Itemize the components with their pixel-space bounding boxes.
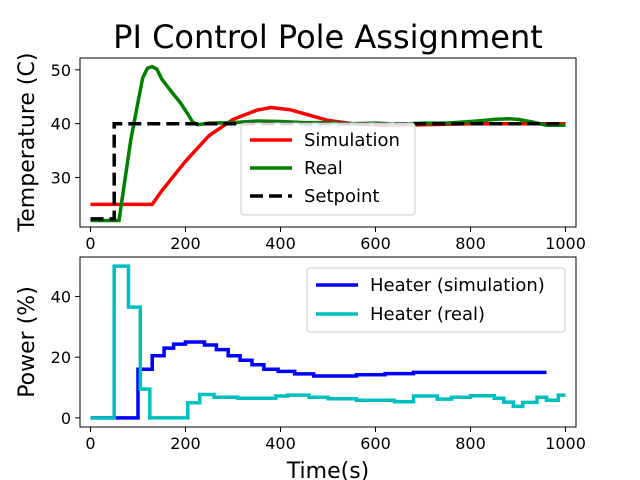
x-tick-label: 1000 <box>545 434 586 453</box>
x-tick-label: 800 <box>455 434 486 453</box>
legend-entry-label: Heater (real) <box>370 304 485 325</box>
chart-title: PI Control Pole Assignment <box>113 18 543 56</box>
legend-entry-label: Real <box>304 158 343 179</box>
temperature-x-ticks: 0 200 400 600 800 1000 <box>85 227 586 253</box>
y-tick-label: 40 <box>51 115 71 134</box>
temperature-legend: Simulation Real Setpoint <box>240 122 416 216</box>
y-tick-label: 0 <box>61 409 71 428</box>
y-tick-label: 20 <box>51 348 71 367</box>
x-tick-label: 400 <box>265 234 296 253</box>
legend-box <box>240 122 416 216</box>
temperature-y-ticks: 30 40 50 <box>51 61 80 187</box>
temperature-y-axis-label: Temperature (C) <box>15 53 40 233</box>
x-tick-label: 600 <box>360 434 391 453</box>
series-line-heater-real <box>90 264 566 420</box>
power-panel: 0 200 400 600 800 1000 0 20 40 Power (%) Time(s… <box>15 256 586 480</box>
y-tick-label: 50 <box>51 61 71 80</box>
power-y-axis-label: Power (%) <box>15 286 40 398</box>
time-x-axis-label: Time(s) <box>286 459 369 480</box>
x-tick-label: 1000 <box>545 234 586 253</box>
power-x-ticks: 0 200 400 600 800 1000 <box>85 427 586 453</box>
y-tick-label: 30 <box>51 168 71 187</box>
x-tick-label: 400 <box>265 434 296 453</box>
legend-entry-label: Heater (simulation) <box>370 275 545 296</box>
power-series-group <box>90 264 566 420</box>
temperature-axes-frame <box>79 57 577 228</box>
power-legend: Heater (simulation) Heater (real) <box>306 267 566 333</box>
legend-box <box>306 267 566 333</box>
y-tick-label: 40 <box>51 287 71 306</box>
power-y-ticks: 0 20 40 <box>51 287 80 428</box>
legend-entry-label: Setpoint <box>304 186 379 207</box>
series-line-heater-simulation <box>90 340 547 420</box>
temperature-panel: 0 200 400 600 800 1000 30 40 50 Temperature (C)… <box>15 53 586 253</box>
legend-entry-label: Simulation <box>304 130 400 151</box>
x-tick-label: 0 <box>85 434 95 453</box>
x-tick-label: 800 <box>455 234 486 253</box>
x-tick-label: 200 <box>170 234 201 253</box>
x-tick-label: 0 <box>85 234 95 253</box>
x-tick-label: 600 <box>360 234 391 253</box>
x-tick-label: 200 <box>170 434 201 453</box>
power-axes-frame <box>79 256 577 428</box>
